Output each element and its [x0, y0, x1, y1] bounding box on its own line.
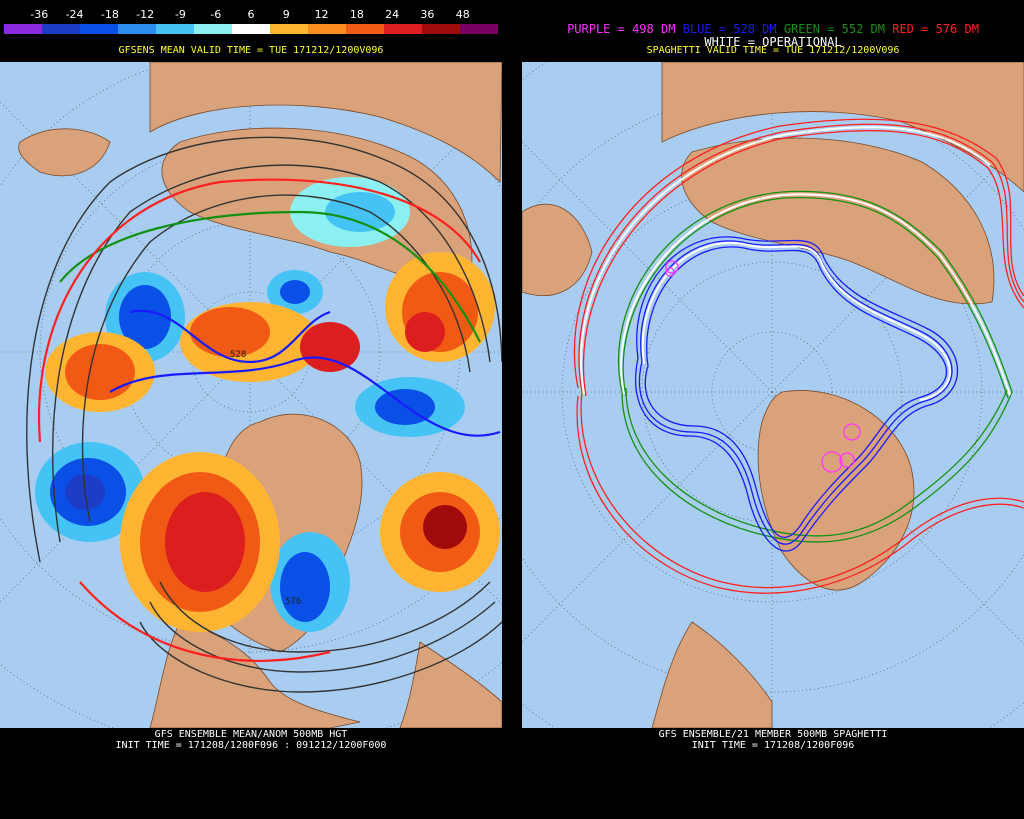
mean-footer-init-time: INIT TIME = 171208/1200F096 : 091212/120… [115, 740, 387, 751]
landmass [522, 62, 1024, 728]
contour-528 [109, 356, 501, 437]
colorbar-tick-labels: -36 -24 -18 -12 -9 -6 6 9 12 18 24 36 48 [4, 8, 498, 22]
colorbar-swatch [422, 24, 460, 34]
mean-valid-time-label: GFSENS MEAN VALID TIME = TUE 171212/1200… [118, 45, 384, 56]
colorbar-tick-label: -24 [65, 8, 84, 21]
colorbar-swatch [4, 24, 42, 34]
colorbar-swatch [232, 24, 270, 34]
colorbar-swatch [156, 24, 194, 34]
contours-498 [665, 260, 861, 473]
spaghetti-panel: PURPLE = 498 DM BLUE = 528 DM GREEN = 55… [522, 0, 1024, 819]
colorbar-tick-label: -12 [136, 8, 155, 21]
legend-blue: BLUE = 528 DM [682, 22, 777, 36]
contour-552 [59, 210, 481, 343]
spaghetti-footer-init-time: INIT TIME = 171208/1200F096 [691, 740, 855, 751]
spaghetti-map [522, 62, 1024, 728]
colorbar-swatch [308, 24, 346, 34]
panel-divider [502, 0, 522, 819]
legend-red: RED = 576 DM [892, 22, 979, 36]
colorbar-tick-label: 48 [455, 8, 470, 21]
ensemble-mean-map: 528 576 [0, 62, 502, 728]
colorbar-tick-label: -9 [174, 8, 186, 21]
colorbar-swatch [118, 24, 156, 34]
colorbar-swatch [346, 24, 384, 34]
colorbar-tick-label: 24 [385, 8, 400, 21]
ensemble-mean-panel: -36 -24 -18 -12 -9 -6 6 9 12 18 24 36 48 GFSENS MEAN… [0, 0, 502, 819]
colorbar-tick-label: 6 [247, 8, 255, 21]
legend-green: GREEN = 552 DM [783, 22, 885, 36]
colorbar-tick-label: 12 [314, 8, 329, 21]
colorbar-swatch [194, 24, 232, 34]
colorbar-swatch [270, 24, 308, 34]
colorbar-swatch [384, 24, 422, 34]
colorbar-tick-label: -18 [100, 8, 119, 21]
anomaly-colorbar [4, 24, 498, 34]
spaghetti-footer-title: GFS ENSEMBLE/21 MEMBER 500MB SPAGHETTI [658, 729, 888, 740]
colorbar-swatch [80, 24, 118, 34]
spaghetti-valid-time-label: SPAGHETTI VALID TIME = TUE 171212/1200V0… [646, 45, 900, 56]
colorbar-swatch [42, 24, 80, 34]
contours-552 [617, 190, 1013, 543]
colorbar-tick-label: 18 [349, 8, 364, 21]
colorbar-tick-label: -6 [210, 8, 222, 21]
colorbar-tick-label: 9 [282, 8, 290, 21]
legend-purple: PURPLE = 498 DM [567, 22, 676, 36]
mean-footer-title: GFS ENSEMBLE MEAN/ANOM 500MB HGT [154, 729, 348, 740]
contours-576 [573, 118, 1024, 594]
contours-528 [634, 236, 959, 552]
contour-label-528: 528 [230, 350, 246, 360]
contour-label-576: 576 [285, 597, 301, 607]
contour-576 [37, 178, 481, 443]
colorbar-tick-label: 36 [420, 8, 435, 21]
colorbar-tick-label: -36 [30, 8, 49, 21]
contour-576-south [79, 581, 331, 662]
spaghetti-legend: PURPLE = 498 DM BLUE = 528 DM GREEN = 55… [522, 22, 1024, 36]
colorbar-swatch [460, 24, 498, 34]
contour-528-north [129, 309, 331, 364]
legend-white: WHITE = OPERATIONAL [704, 35, 842, 49]
